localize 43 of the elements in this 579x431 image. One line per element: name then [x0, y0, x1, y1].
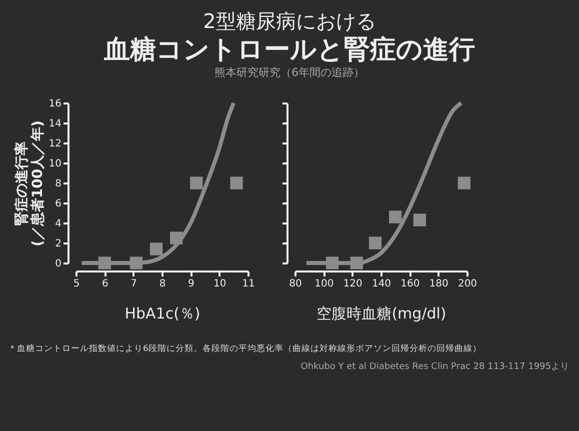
- x-tick-label: 200: [458, 278, 478, 290]
- x-tick-label: 9: [188, 278, 194, 290]
- point: [350, 256, 363, 270]
- point: [230, 176, 243, 190]
- point: [326, 256, 339, 270]
- y-tick-label: 12: [48, 138, 62, 150]
- point: [150, 242, 163, 256]
- x-axis-title: 空腹時血糖(mg/dl): [316, 304, 446, 322]
- y-tick-label: 14: [48, 118, 62, 130]
- point: [170, 232, 183, 244]
- point: [130, 256, 143, 270]
- x-tick-label: 100: [314, 278, 334, 290]
- x-tick-label: 8: [159, 278, 166, 290]
- x-tick-label: 80: [289, 278, 302, 290]
- point: [389, 210, 402, 224]
- text: 熊本研究研究（6年間の追跡）: [214, 66, 366, 80]
- y-tick-label: 0: [55, 258, 62, 270]
- y-tick-label: 2: [55, 238, 62, 250]
- x-tick-label: 180: [429, 278, 448, 290]
- point: [98, 256, 111, 270]
- y-tick-label: 16: [48, 98, 62, 110]
- point: [190, 176, 203, 190]
- text: 2型糖尿病における: [202, 8, 377, 34]
- y-tick-label: 10: [48, 158, 62, 170]
- text: ＊血糖コントロール指数値により6段階に分類。各段階の平均悪化率（曲線は対称線形ポアソン回帰分析の回帰曲線）: [7, 343, 482, 355]
- y-tick-label: 8: [55, 178, 62, 190]
- point: [368, 236, 382, 250]
- point: [458, 176, 470, 190]
- y-tick-label: 4: [55, 218, 62, 230]
- text: Ohkubo Y et al Diabetes Res Clin Prac 28 113-117 1995より: [300, 361, 570, 373]
- x-tick-label: 120: [343, 278, 362, 290]
- y-tick-label: 6: [55, 198, 62, 210]
- x-tick-label: 11: [242, 278, 255, 290]
- y-axis-title: 腎症の進行率 (／患者100人／年): [12, 120, 46, 247]
- x-tick-label: 7: [130, 278, 138, 290]
- x-tick-label: 160: [400, 278, 420, 290]
- point: [413, 214, 426, 226]
- x-axis-title: HbA1c(％): [124, 304, 200, 322]
- x-tick-label: 6: [102, 278, 108, 290]
- chart-subtitle: 血糖コントロールと腎症の進行: [103, 34, 476, 66]
- x-tick-label: 10: [213, 278, 226, 290]
- x-tick-label: 5: [73, 278, 80, 290]
- x-tick-label: 140: [372, 278, 392, 290]
